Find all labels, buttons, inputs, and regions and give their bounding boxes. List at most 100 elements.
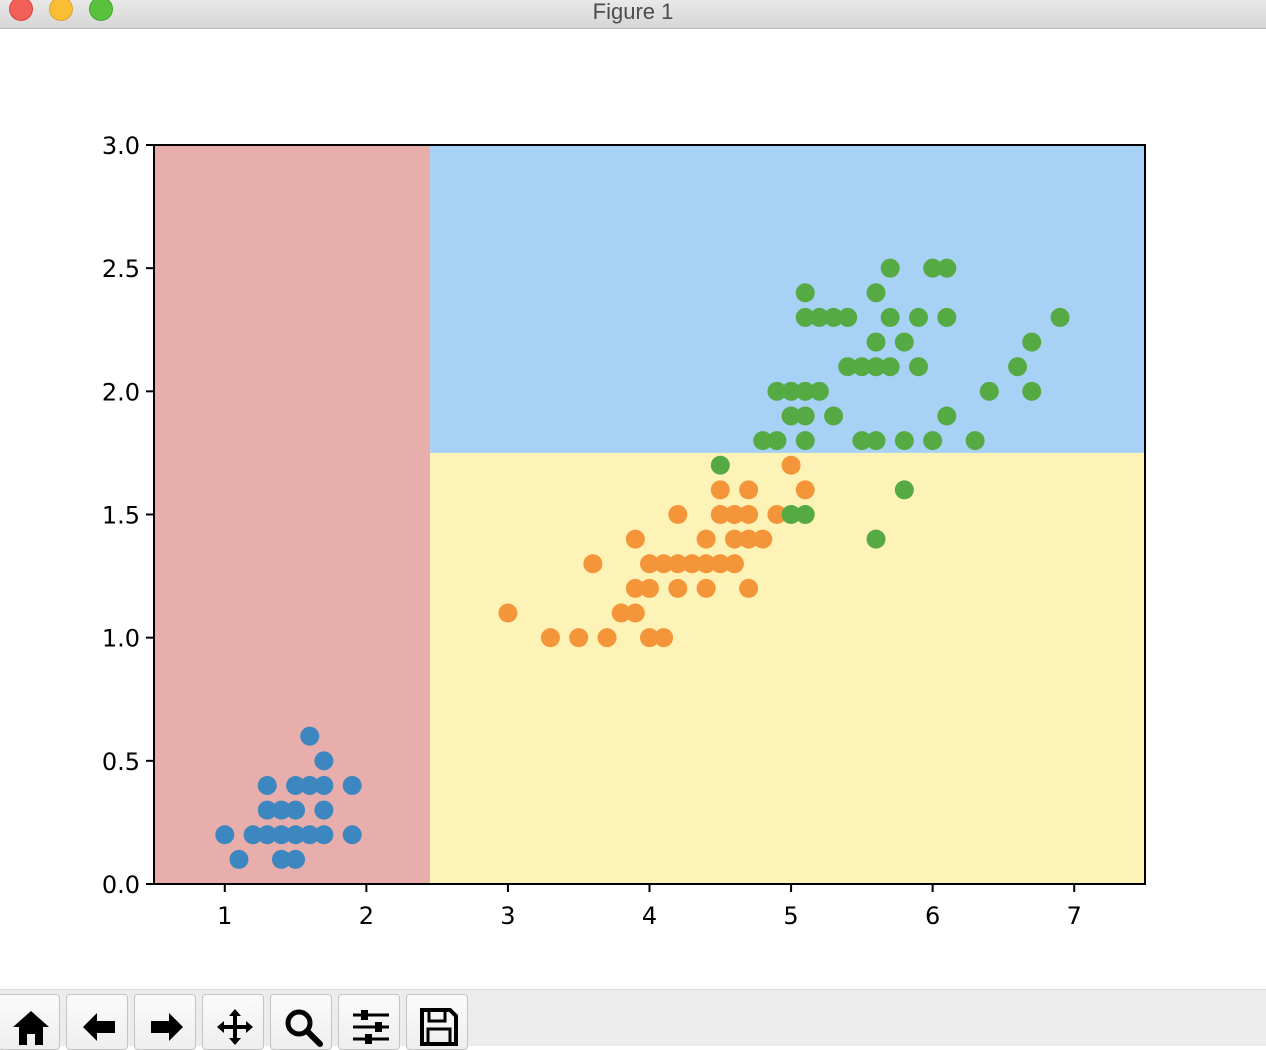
- data-point-class-2: [809, 381, 829, 401]
- data-point-class-2: [795, 406, 815, 426]
- data-point-class-2: [923, 258, 943, 278]
- data-point-class-2: [937, 258, 957, 278]
- data-point-class-2: [894, 431, 914, 451]
- save-button[interactable]: [406, 994, 468, 1050]
- pan-button[interactable]: [202, 994, 264, 1050]
- data-point-class-2: [908, 357, 928, 377]
- data-point-class-1: [640, 628, 659, 648]
- data-point-class-2: [1022, 381, 1042, 401]
- data-point-class-0: [257, 800, 277, 820]
- y-tick-label: 2.0: [102, 378, 140, 406]
- data-point-class-2: [965, 431, 985, 451]
- data-point-class-2: [767, 431, 787, 451]
- maximize-window-button[interactable]: [89, 0, 113, 21]
- data-point-class-1: [540, 628, 560, 648]
- data-point-class-1: [724, 505, 744, 524]
- decision-region-0: [154, 145, 431, 884]
- data-point-class-2: [923, 431, 943, 451]
- y-tick-label: 0.5: [102, 748, 140, 776]
- y-tick-label: 1.0: [102, 625, 140, 653]
- data-point-class-0: [286, 825, 306, 845]
- data-point-class-1: [597, 628, 617, 648]
- data-point-class-1: [767, 505, 787, 524]
- data-point-class-2: [852, 357, 872, 377]
- home-icon: [13, 1011, 49, 1045]
- window-titlebar: Figure 1: [0, 0, 1266, 29]
- data-point-class-0: [300, 775, 320, 795]
- data-point-class-1: [710, 480, 730, 500]
- data-point-class-1: [654, 628, 674, 648]
- data-point-class-0: [300, 825, 320, 845]
- data-point-class-1: [696, 529, 716, 549]
- data-point-class-2: [866, 283, 886, 303]
- decision-region-2: [430, 145, 1145, 453]
- data-point-class-1: [569, 628, 589, 648]
- y-tick-label: 0.0: [102, 871, 140, 899]
- data-point-class-1: [668, 578, 688, 598]
- magnifier-icon: [285, 1009, 323, 1047]
- data-point-class-1: [640, 578, 659, 598]
- data-point-class-2: [1008, 357, 1028, 377]
- data-point-class-1: [498, 603, 518, 623]
- data-points: [215, 258, 1070, 869]
- home-button[interactable]: [0, 994, 60, 1050]
- data-point-class-2: [824, 406, 844, 426]
- data-point-class-2: [880, 258, 900, 278]
- data-point-class-1: [724, 554, 744, 574]
- data-point-class-0: [257, 825, 277, 845]
- back-button[interactable]: [66, 994, 128, 1050]
- arrow-left-icon: [83, 1013, 115, 1041]
- data-point-class-2: [1022, 332, 1042, 352]
- x-tick-label: 6: [925, 902, 940, 930]
- data-point-class-0: [314, 751, 334, 771]
- data-point-class-0: [243, 825, 263, 845]
- data-point-class-0: [314, 800, 334, 820]
- configure-subplots-button[interactable]: [338, 994, 400, 1050]
- data-point-class-2: [781, 505, 801, 524]
- data-point-class-1: [625, 578, 645, 598]
- data-point-class-1: [795, 480, 815, 500]
- floppy-disk-icon: [420, 1008, 458, 1046]
- data-point-class-2: [866, 529, 886, 549]
- data-point-class-2: [795, 431, 815, 451]
- x-tick-label: 4: [642, 902, 657, 930]
- data-point-class-2: [852, 431, 872, 451]
- sliders-icon: [353, 1010, 389, 1044]
- data-point-class-1: [640, 554, 659, 574]
- x-tick-label: 2: [359, 902, 374, 930]
- data-point-class-1: [739, 529, 759, 549]
- data-point-class-2: [710, 455, 730, 475]
- data-point-class-2: [880, 307, 900, 327]
- data-point-class-0: [286, 800, 306, 820]
- data-point-class-2: [866, 357, 886, 377]
- y-tick-label: 2.5: [102, 255, 140, 283]
- data-point-class-2: [894, 332, 914, 352]
- zoom-button[interactable]: [270, 994, 332, 1050]
- data-point-class-0: [271, 800, 291, 820]
- data-point-class-0: [286, 775, 306, 795]
- data-point-class-0: [342, 775, 362, 795]
- minimize-window-button[interactable]: [49, 0, 73, 21]
- data-point-class-1: [583, 554, 603, 574]
- window-title: Figure 1: [592, 0, 674, 24]
- data-point-class-1: [724, 529, 744, 549]
- data-point-class-2: [767, 381, 787, 401]
- data-point-class-2: [809, 307, 829, 327]
- data-point-class-2: [866, 431, 886, 451]
- data-point-class-1: [739, 505, 759, 524]
- data-point-class-2: [880, 357, 900, 377]
- x-axis-ticks: 1 2 3 4 5 6 7: [217, 884, 1082, 930]
- data-point-class-2: [979, 381, 999, 401]
- data-point-class-0: [314, 775, 334, 795]
- data-point-class-2: [795, 307, 815, 327]
- data-point-class-1: [710, 505, 730, 524]
- data-point-class-2: [937, 307, 957, 327]
- move-icon: [217, 1009, 253, 1045]
- data-point-class-1: [781, 455, 801, 475]
- scatter-plot[interactable]: 1 2 3 4 5 6 7 0.0 0.5 1.0 1.5 2.0 2.5 3.0: [0, 30, 1266, 985]
- data-point-class-1: [696, 578, 716, 598]
- close-window-button[interactable]: [9, 0, 33, 21]
- data-point-class-2: [795, 283, 815, 303]
- arrow-right-icon: [151, 1013, 183, 1041]
- forward-button[interactable]: [134, 994, 196, 1050]
